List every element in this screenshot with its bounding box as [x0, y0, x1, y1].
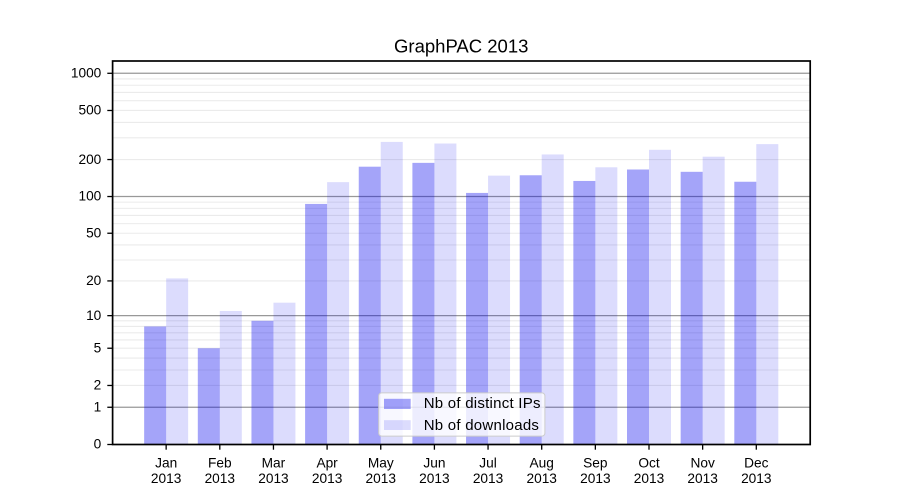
svg-text:2013: 2013 — [151, 471, 182, 486]
svg-text:2013: 2013 — [580, 471, 611, 486]
svg-text:2013: 2013 — [419, 471, 450, 486]
svg-text:Nb of distinct IPs: Nb of distinct IPs — [424, 395, 541, 412]
svg-text:1000: 1000 — [71, 65, 102, 80]
svg-text:Sep: Sep — [583, 455, 608, 470]
svg-text:2013: 2013 — [687, 471, 718, 486]
svg-text:2013: 2013 — [258, 471, 289, 486]
svg-text:100: 100 — [78, 189, 101, 204]
svg-text:Jul: Jul — [479, 455, 497, 470]
svg-text:2: 2 — [94, 378, 102, 393]
svg-text:50: 50 — [86, 225, 102, 240]
svg-text:2013: 2013 — [634, 471, 665, 486]
svg-text:GraphPAC 2013: GraphPAC 2013 — [394, 35, 528, 56]
svg-text:20: 20 — [86, 273, 102, 288]
svg-text:Nb of downloads: Nb of downloads — [424, 417, 540, 434]
svg-text:Mar: Mar — [262, 455, 286, 470]
svg-text:2013: 2013 — [526, 471, 557, 486]
svg-text:0: 0 — [94, 437, 102, 452]
svg-text:Oct: Oct — [638, 455, 659, 470]
svg-text:200: 200 — [78, 152, 101, 167]
svg-text:10: 10 — [86, 308, 102, 323]
svg-text:Dec: Dec — [744, 455, 768, 470]
svg-text:May: May — [368, 455, 394, 470]
svg-text:Nov: Nov — [690, 455, 714, 470]
svg-text:500: 500 — [78, 103, 101, 118]
svg-text:Apr: Apr — [316, 455, 338, 470]
svg-text:Aug: Aug — [530, 455, 554, 470]
svg-text:Jan: Jan — [155, 455, 177, 470]
svg-text:Feb: Feb — [208, 455, 232, 470]
svg-text:2013: 2013 — [205, 471, 236, 486]
svg-text:5: 5 — [94, 340, 102, 355]
svg-text:2013: 2013 — [741, 471, 772, 486]
svg-text:2013: 2013 — [312, 471, 343, 486]
svg-text:1: 1 — [94, 399, 102, 414]
svg-text:2013: 2013 — [366, 471, 397, 486]
svg-text:2013: 2013 — [473, 471, 504, 486]
svg-text:Jun: Jun — [423, 455, 445, 470]
